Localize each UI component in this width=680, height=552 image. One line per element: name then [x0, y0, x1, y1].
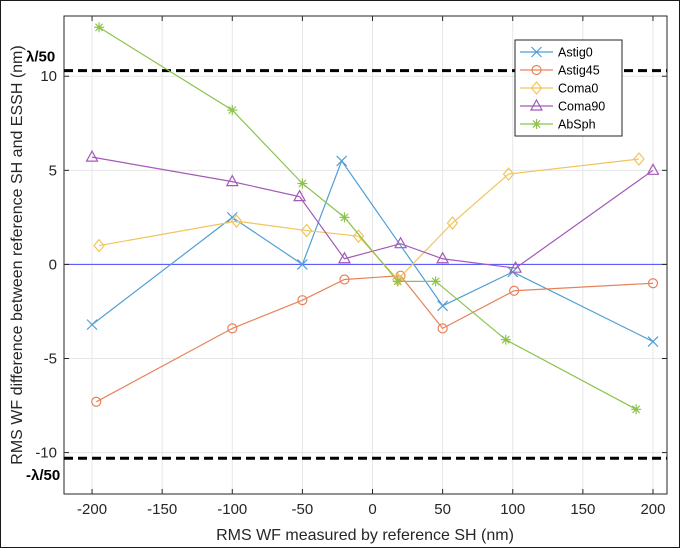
diamond-marker [530, 81, 543, 95]
circle-marker [437, 323, 448, 334]
triangle-marker [529, 98, 544, 111]
triangle-marker [337, 251, 351, 264]
diamond-marker [300, 223, 313, 238]
x-tick-label: -150 [147, 501, 177, 518]
threshold-label: λ/50 [26, 49, 55, 66]
asterisk-marker [392, 276, 403, 287]
legend-entry: AbSph [520, 118, 596, 132]
x-marker [531, 46, 542, 58]
legend-label: Coma0 [558, 82, 598, 96]
x-marker [296, 258, 308, 270]
y-tick-label: 10 [40, 68, 57, 85]
circle-marker [531, 64, 542, 76]
circle-marker [297, 295, 308, 306]
x-marker [86, 319, 98, 331]
asterisk-marker [297, 178, 308, 189]
asterisk-marker [94, 22, 105, 33]
legend-entry: Astig0 [520, 46, 593, 60]
x-tick-label: 50 [434, 501, 451, 518]
legend-entry: Astig45 [520, 64, 600, 78]
asterisk-marker [631, 404, 642, 415]
asterisk-marker [531, 119, 542, 129]
series-lines [85, 22, 660, 415]
x-marker [336, 155, 348, 167]
diamond-marker [352, 229, 365, 244]
triangle-marker [646, 163, 660, 175]
asterisk-marker [500, 334, 511, 345]
x-tick-label: 100 [500, 501, 525, 518]
diamond-marker [502, 167, 515, 182]
triangle-marker [436, 251, 450, 264]
circle-marker [227, 323, 238, 334]
triangle-marker [293, 189, 307, 202]
asterisk-marker [339, 212, 350, 223]
y-tick-label: -10 [35, 445, 57, 462]
legend-label: AbSph [558, 118, 596, 132]
x-tick-label: -100 [217, 501, 247, 518]
legend-label: Astig0 [558, 46, 593, 60]
triangle-marker [85, 149, 99, 162]
x-tick-label: -200 [77, 501, 107, 518]
legend-label: Astig45 [558, 64, 600, 78]
diamond-marker [446, 216, 459, 230]
diamond-marker [93, 238, 105, 253]
circle-marker [509, 285, 520, 296]
threshold-label: -λ/50 [26, 467, 60, 484]
triangle-marker [225, 174, 239, 187]
x-marker [437, 300, 449, 312]
circle-marker [647, 278, 659, 289]
circle-marker [91, 396, 102, 407]
series-line [98, 26, 637, 410]
series-line [95, 275, 654, 403]
series-astig45 [91, 270, 659, 407]
series-absph [94, 22, 642, 415]
diamond-marker [633, 152, 645, 166]
x-tick-label: 150 [570, 501, 595, 518]
x-tick-label: 0 [368, 501, 376, 518]
x-axis-label: RMS WF measured by reference SH (nm) [216, 527, 514, 544]
legend: Astig0 Astig45 Coma0 Coma90 AbSph [514, 39, 623, 137]
legend-entry: Coma90 [520, 98, 605, 114]
threshold-labels: λ/50 -λ/50 [26, 49, 60, 485]
reference-lines [64, 69, 667, 460]
y-tick-label: -5 [44, 351, 57, 368]
y-axis-label: RMS WF difference between reference SH a… [9, 45, 26, 464]
legend-label: Coma90 [558, 100, 605, 114]
asterisk-marker [430, 276, 441, 287]
y-tick-label: 0 [49, 256, 57, 273]
y-tick-label: 5 [49, 162, 57, 179]
x-tick-label: 200 [640, 501, 665, 518]
x-marker [647, 336, 659, 347]
triangle-marker [509, 260, 523, 273]
asterisk-marker [227, 105, 238, 116]
circle-marker [339, 274, 350, 285]
diamond-marker [230, 214, 243, 229]
triangle-marker [394, 236, 408, 249]
legend-entry: Coma0 [520, 81, 598, 96]
x-tick-label: -50 [292, 501, 314, 518]
